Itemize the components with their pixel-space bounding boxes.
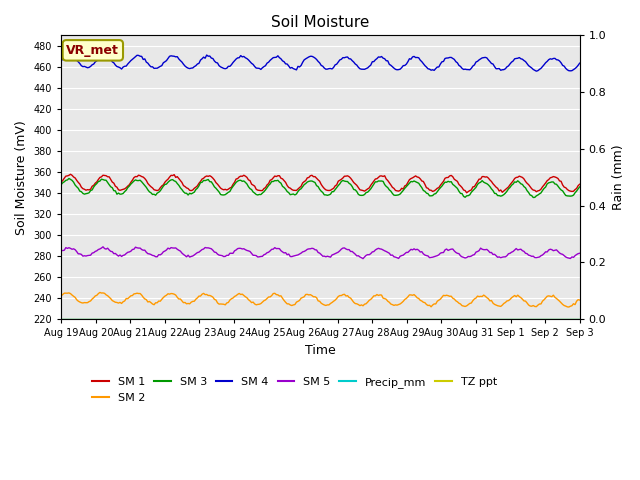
- Legend: SM 1, SM 2, SM 3, SM 4, SM 5, Precip_mm, TZ ppt: SM 1, SM 2, SM 3, SM 4, SM 5, Precip_mm,…: [88, 373, 501, 407]
- Title: Soil Moisture: Soil Moisture: [271, 15, 370, 30]
- X-axis label: Time: Time: [305, 344, 336, 357]
- Y-axis label: Rain (mm): Rain (mm): [612, 144, 625, 210]
- Y-axis label: Soil Moisture (mV): Soil Moisture (mV): [15, 120, 28, 235]
- Text: VR_met: VR_met: [67, 44, 119, 57]
